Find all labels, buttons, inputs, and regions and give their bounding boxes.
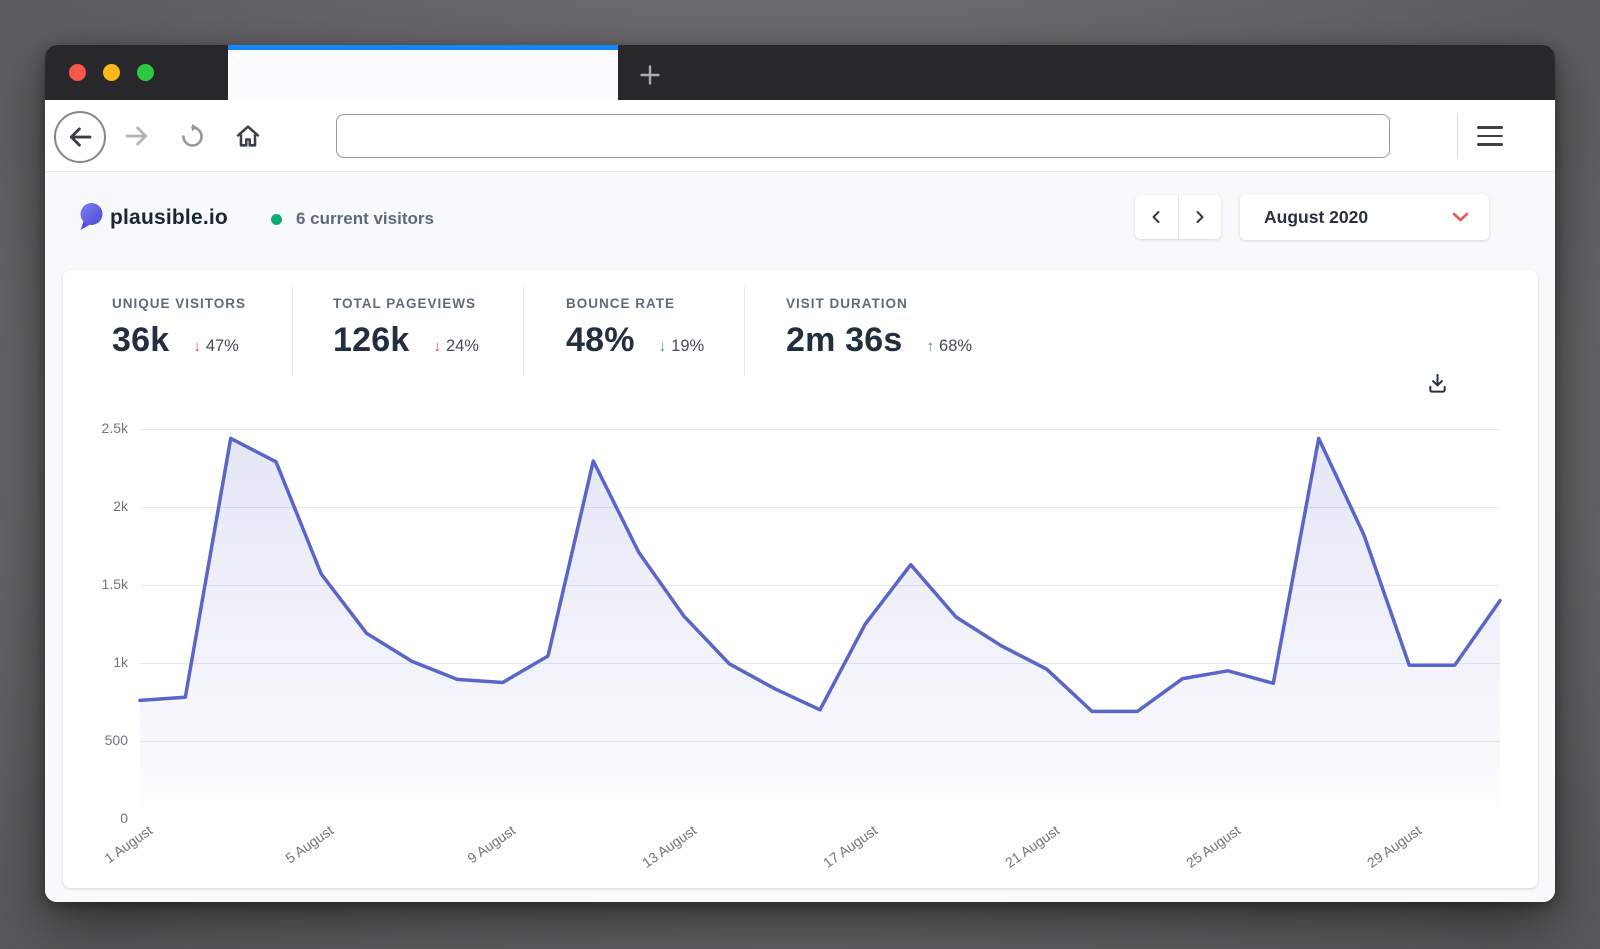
current-visitors-label: 6 current visitors [296,209,434,228]
stat-delta: ↓ 24% [433,337,479,356]
back-button[interactable] [54,111,106,163]
stat-delta-percent: 68% [939,337,973,355]
y-axis-label: 1.5k [101,576,128,592]
forward-icon [125,126,148,146]
chevron-left-icon [1152,211,1160,223]
maximize-window-button[interactable] [137,64,154,81]
stat-delta: ↑ 68% [927,337,973,356]
x-axis-label: 9 August [464,822,518,867]
y-axis-label: 500 [104,732,128,748]
reload-icon [181,123,203,147]
stat-value-row: 126k ↓ 24% [333,321,479,360]
reload-button[interactable] [175,123,209,149]
visitors-line-plot[interactable] [138,419,1502,819]
stat-label: TOTAL PAGEVIEWS [333,296,477,311]
toolbar-divider [1457,114,1458,158]
browser-toolbar [45,100,1555,172]
stat-value-row: 2m 36s ↑ 68% [786,321,972,360]
stat-separator [523,286,524,376]
x-axis-label: 21 August [1001,822,1062,871]
x-axis-label: 17 August [820,822,881,871]
stat-value-row: 36k ↓ 47% [112,321,246,360]
forward-button[interactable] [119,123,155,149]
previous-period-button[interactable] [1135,195,1178,239]
page-content: plausible.io 6 current visitors Au [45,172,1555,902]
stat-label: BOUNCE RATE [566,296,676,311]
site-name[interactable]: plausible.io [110,206,228,229]
stat-separator [292,286,293,376]
y-axis-label: 2k [113,498,128,514]
y-axis-label: 0 [120,810,128,826]
x-axis-label: 13 August [638,822,700,871]
current-visitors[interactable]: 6 current visitors [271,209,434,229]
minimize-window-button[interactable] [103,64,120,81]
browser-window: plausible.io 6 current visitors Au [45,45,1555,902]
browser-titlebar [45,45,1555,100]
back-icon [69,127,92,147]
stat-separator [744,286,745,376]
address-bar[interactable] [336,114,1390,158]
stat-value: 126k [333,321,410,359]
x-axis-label: 29 August [1364,822,1425,871]
analytics-card: UNIQUE VISITORS 36k ↓ 47% TOTAL PAGEVIEWS 126… [63,270,1538,888]
site-header: plausible.io 6 current visitors Au [45,172,1555,270]
menu-button[interactable] [1476,124,1504,148]
date-range-dropdown[interactable]: August 2020 [1240,194,1489,240]
browser-tab[interactable] [228,45,618,100]
plausible-logo-icon [76,201,106,233]
chevron-right-icon [1196,211,1204,223]
stat-delta-percent: 19% [671,337,705,355]
y-axis-label: 2.5k [101,420,128,436]
plus-icon [640,65,660,85]
live-indicator-dot [271,213,282,225]
home-icon [236,125,260,147]
trend-arrow-icon: ↓ [193,338,201,355]
stat-value: 36k [112,321,170,359]
stat-value-row: 48% ↓ 19% [566,321,704,360]
stat-delta: ↓ 47% [193,337,239,356]
x-axis-label: 5 August [282,822,337,867]
hamburger-icon [1477,126,1503,129]
stat-label: UNIQUE VISITORS [112,296,247,311]
date-range-value: August 2020 [1264,206,1369,227]
stat-value: 48% [566,321,635,359]
window-controls [69,64,154,81]
export-button[interactable] [1419,366,1455,400]
download-icon [1428,373,1446,393]
x-axis-label: 1 August [101,822,156,867]
stat-delta: ↓ 19% [659,337,705,356]
stat-block[interactable]: BOUNCE RATE 48% ↓ 19% [566,296,704,360]
chevron-down-icon [1452,212,1469,221]
stat-delta-percent: 24% [445,337,479,355]
visitors-line[interactable] [138,436,1502,714]
stat-block[interactable]: UNIQUE VISITORS 36k ↓ 47% [112,296,246,360]
home-button[interactable] [231,122,265,150]
stat-value: 2m 36s [786,321,903,359]
close-window-button[interactable] [69,64,86,81]
period-nav [1135,195,1221,239]
new-tab-button[interactable] [636,61,664,89]
trend-arrow-icon: ↓ [433,338,441,355]
stat-delta-percent: 47% [205,337,239,355]
next-period-button[interactable] [1177,195,1222,239]
trend-arrow-icon: ↑ [926,338,935,355]
y-axis-label: 1k [113,654,128,670]
trend-arrow-icon: ↓ [658,338,667,355]
chart-area-fill [140,438,1500,819]
stat-block[interactable]: VISIT DURATION 2m 36s ↑ 68% [786,296,972,360]
x-axis-label: 25 August [1182,822,1244,871]
stat-label: VISIT DURATION [786,296,908,311]
stat-block[interactable]: TOTAL PAGEVIEWS 126k ↓ 24% [333,296,479,360]
active-tab-indicator [228,45,618,50]
